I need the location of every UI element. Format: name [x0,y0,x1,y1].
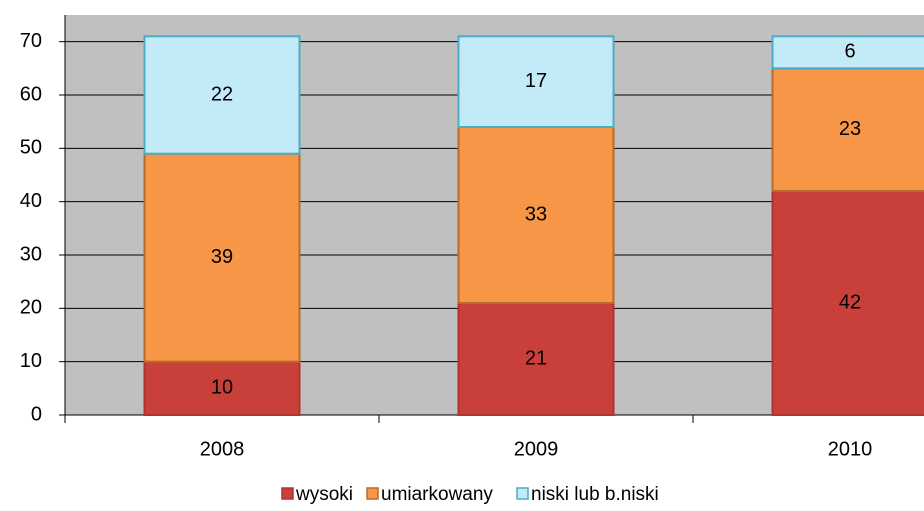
y-tick-label: 40 [20,190,42,212]
x-tick-label: 2008 [200,438,245,460]
bar-segment [457,126,615,304]
bar-segment [771,190,924,416]
data-label: 23 [839,118,861,140]
y-tick-label: 30 [20,243,42,265]
x-tick-label: 2009 [514,438,559,460]
bar-segment [771,35,924,70]
data-label: 33 [525,203,547,225]
y-tick-label: 50 [20,137,42,159]
legend-swatch [366,487,379,500]
data-label: 42 [839,291,861,313]
y-tick-label: 10 [20,350,42,372]
data-label: 10 [211,377,233,399]
data-label: 22 [211,83,233,105]
legend-swatch [516,487,529,500]
bar-segment [143,152,301,363]
x-tick-label: 2010 [828,438,873,460]
y-tick-label: 0 [31,403,42,425]
legend-label: niski lub b.niski [531,484,659,505]
legend-label: wysoki [295,484,353,505]
data-label: 39 [211,246,233,268]
bar-segment [143,35,301,155]
y-tick-label: 70 [20,30,42,52]
data-label: 21 [525,347,547,369]
legend-label: umiarkowany [381,484,493,505]
data-label: 17 [525,70,547,92]
data-label: 6 [844,41,855,63]
y-tick-label: 60 [20,83,42,105]
legend-swatch [281,487,294,500]
bar-segment [143,360,301,416]
bar-segment [457,35,615,128]
y-tick-label: 20 [20,297,42,319]
